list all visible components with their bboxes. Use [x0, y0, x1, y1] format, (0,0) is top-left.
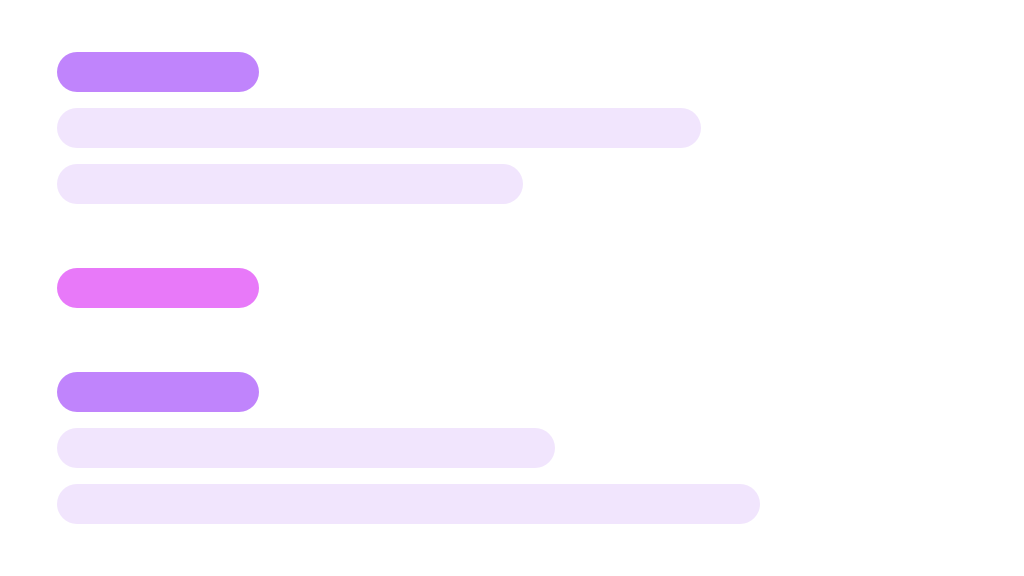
skeleton-line — [57, 428, 555, 468]
skeleton-line — [57, 164, 523, 204]
skeleton-line — [57, 484, 760, 524]
skeleton-line — [57, 108, 701, 148]
skeleton-heading — [57, 52, 259, 92]
skeleton-accent — [57, 268, 259, 308]
skeleton-heading — [57, 372, 259, 412]
